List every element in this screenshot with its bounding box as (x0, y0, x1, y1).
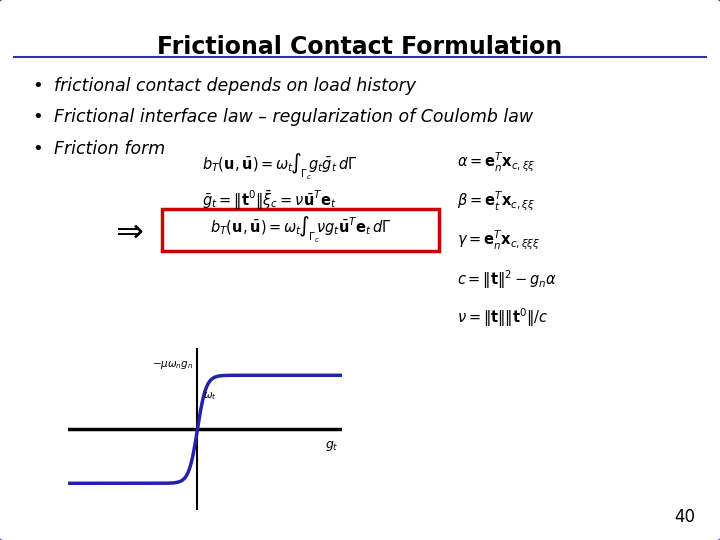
Text: •: • (32, 108, 43, 126)
Text: Frictional Contact Formulation: Frictional Contact Formulation (158, 35, 562, 59)
Text: •: • (32, 77, 43, 94)
Text: $\alpha = \mathbf{e}_n^T\mathbf{x}_{c,\xi\xi}$: $\alpha = \mathbf{e}_n^T\mathbf{x}_{c,\x… (457, 151, 536, 174)
Text: $-\mu\omega_n g_n$: $-\mu\omega_n g_n$ (152, 359, 194, 371)
Text: $\gamma = \mathbf{e}_n^T\mathbf{x}_{c,\xi\xi\xi}$: $\gamma = \mathbf{e}_n^T\mathbf{x}_{c,\x… (457, 229, 541, 252)
Text: frictional contact depends on load history: frictional contact depends on load histo… (54, 77, 416, 94)
Text: •: • (32, 140, 43, 158)
Text: $\nu = \|\mathbf{t}\|\|\mathbf{t}^0\|/c$: $\nu = \|\mathbf{t}\|\|\mathbf{t}^0\|/c$ (457, 307, 549, 329)
Text: $\Rightarrow$: $\Rightarrow$ (109, 214, 143, 248)
Text: $b_T(\mathbf{u},\bar{\mathbf{u}}) = \omega_t\!\int_{\Gamma_c}\! \nu g_t\bar{\mat: $b_T(\mathbf{u},\bar{\mathbf{u}}) = \ome… (210, 215, 392, 245)
Text: $c = \|\mathbf{t}\|^2 - g_n\alpha$: $c = \|\mathbf{t}\|^2 - g_n\alpha$ (457, 268, 557, 291)
Text: Frictional interface law – regularization of Coulomb law: Frictional interface law – regularizatio… (54, 108, 533, 126)
Text: $\beta = \mathbf{e}_t^T\mathbf{x}_{c,\xi\xi}$: $\beta = \mathbf{e}_t^T\mathbf{x}_{c,\xi… (457, 190, 535, 213)
Text: 40: 40 (674, 509, 695, 526)
Text: $b_T(\mathbf{u},\bar{\mathbf{u}}) = \omega_t\!\int_{\Gamma_c}\! g_t\bar{g}_t\,d\: $b_T(\mathbf{u},\bar{\mathbf{u}}) = \ome… (202, 151, 357, 181)
Text: $\bar{g}_t = \|\mathbf{t}^0\|\bar{\xi}_c = \nu\bar{\mathbf{u}}^T\mathbf{e}_t$: $\bar{g}_t = \|\mathbf{t}^0\|\bar{\xi}_c… (202, 189, 336, 212)
Text: $g_t$: $g_t$ (325, 439, 338, 453)
Text: $\omega_t$: $\omega_t$ (202, 390, 217, 402)
Bar (162, 209, 439, 251)
Text: Friction form: Friction form (54, 140, 165, 158)
